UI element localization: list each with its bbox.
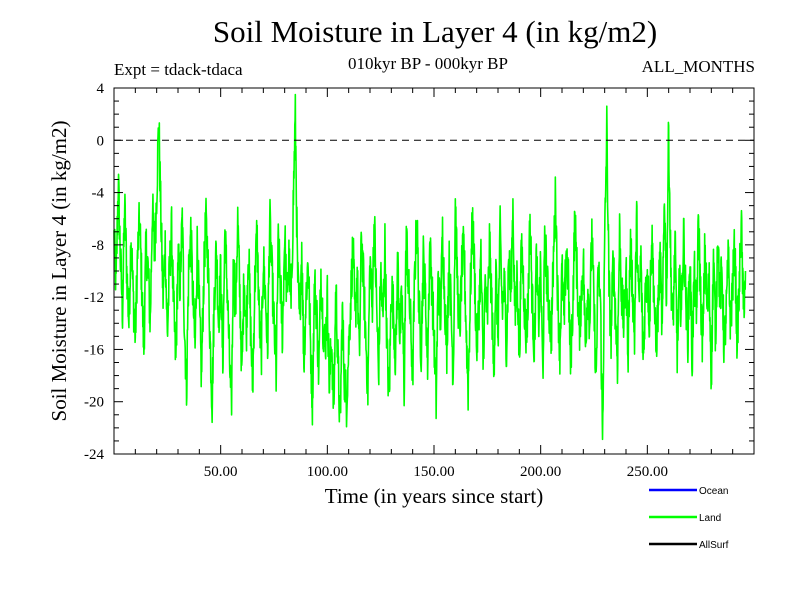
x-tick-label: 50.00 — [204, 464, 238, 480]
x-tick-label: 250.00 — [627, 464, 668, 480]
y-tick-label: -20 — [84, 395, 104, 411]
y-tick-label: -12 — [84, 290, 104, 306]
time-range-label: 010kyr BP - 000kyr BP — [348, 54, 508, 73]
y-tick-label: 0 — [97, 133, 105, 149]
x-tick-label: 200.00 — [520, 464, 561, 480]
legend-label-ocean: Ocean — [699, 486, 728, 497]
y-axis-label: Soil Moisture in Layer 4 (in kg/m2) — [47, 121, 71, 422]
months-label: ALL_MONTHS — [641, 57, 755, 76]
chart-title: Soil Moisture in Layer 4 (in kg/m2) — [212, 14, 658, 49]
series-line-land — [113, 93, 747, 441]
plot-frame — [113, 87, 755, 455]
x-tick-label: 150.00 — [413, 464, 454, 480]
legend-label-allsurf: AllSurf — [699, 540, 729, 551]
y-tick-label: -8 — [92, 238, 105, 254]
y-tick-label: -16 — [84, 342, 104, 358]
y-tick-label: -24 — [84, 447, 104, 463]
x-tick-label: 100.00 — [307, 464, 348, 480]
x-axis-label: Time (in years since start) — [325, 484, 544, 508]
legend: Ocean Land AllSurf — [649, 486, 729, 551]
legend-label-land: Land — [699, 513, 721, 524]
experiment-label: Expt = tdack-tdaca — [114, 60, 243, 79]
y-tick-label: -4 — [92, 186, 105, 202]
y-tick-label: 4 — [97, 81, 105, 97]
